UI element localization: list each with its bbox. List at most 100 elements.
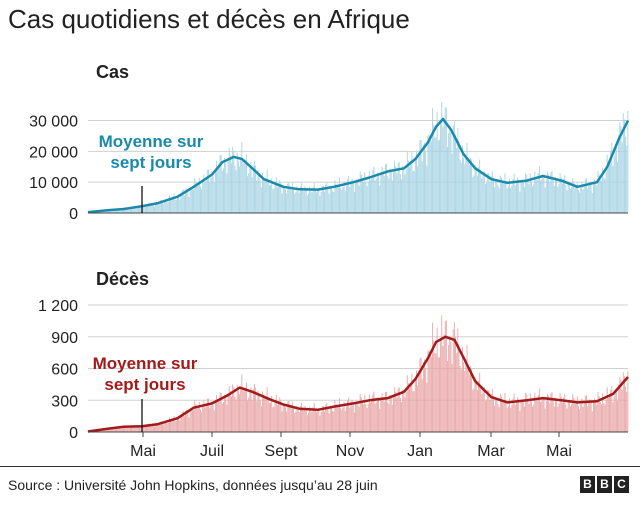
deaths-daily-bar	[434, 353, 436, 432]
deaths-daily-bar	[558, 403, 560, 432]
cases-daily-bar	[480, 170, 482, 213]
deaths-daily-bar	[148, 423, 150, 432]
cases-daily-bar	[257, 170, 259, 213]
deaths-daily-bar	[345, 406, 347, 432]
cases-daily-bar	[205, 179, 207, 213]
cases-daily-bar	[491, 171, 493, 213]
cases-daily-bar	[203, 174, 205, 213]
cases-daily-bar	[301, 183, 303, 213]
cases-daily-bar	[186, 188, 188, 213]
cases-daily-bar	[547, 172, 548, 213]
deaths-daily-bar	[202, 406, 204, 432]
deaths-daily-bar	[623, 376, 625, 432]
cases-daily-bar	[190, 187, 192, 213]
cases-daily-bar	[610, 150, 612, 213]
deaths-daily-bar	[257, 390, 259, 432]
cases-average-line	[87, 117, 630, 214]
deaths-daily-bar	[504, 393, 506, 432]
deaths-daily-bar	[125, 426, 127, 432]
deaths-daily-bar	[347, 400, 348, 432]
cases-daily-bar	[343, 180, 345, 213]
deaths-daily-bar	[592, 400, 594, 432]
cases-daily-bar	[510, 188, 512, 213]
deaths-daily-bar	[152, 424, 154, 432]
deaths-daily-bar	[337, 405, 339, 432]
cases-daily-bar	[206, 169, 208, 213]
cases-daily-bar	[417, 166, 419, 213]
cases-daily-bar	[387, 176, 389, 213]
deaths-daily-bar	[255, 387, 257, 432]
deaths-daily-bar	[414, 380, 416, 432]
cases-daily-bar	[196, 186, 198, 213]
deaths-daily-bar	[464, 370, 466, 432]
deaths-daily-bar	[362, 402, 363, 432]
deaths-daily-bar	[254, 384, 255, 432]
cases-daily-bar	[460, 162, 462, 213]
cases-daily-bar	[433, 124, 435, 213]
cases-daily-bar	[328, 193, 330, 213]
x-tick-label: Mai	[130, 443, 156, 460]
cases-daily-bar	[155, 204, 157, 213]
cases-daily-bar	[296, 186, 298, 213]
deaths-daily-bar	[304, 406, 306, 432]
deaths-daily-bar	[428, 349, 430, 432]
cases-daily-bar	[337, 185, 339, 213]
cases-daily-bar	[288, 182, 290, 213]
deaths-daily-bar	[430, 357, 432, 432]
deaths-daily-bar	[512, 398, 514, 432]
deaths-daily-bar	[370, 402, 371, 432]
cases-daily-bar	[366, 186, 368, 213]
deaths-daily-bar	[272, 407, 274, 432]
cases-daily-bar	[362, 180, 363, 213]
cases-daily-bar	[156, 202, 158, 213]
cases-daily-bar	[219, 155, 221, 213]
deaths-daily-bar	[433, 340, 435, 432]
deaths-daily-bar	[611, 385, 613, 432]
cases-daily-bar	[572, 178, 574, 213]
deaths-daily-bar	[250, 386, 252, 432]
deaths-daily-bar	[140, 426, 142, 432]
cases-daily-bar	[179, 199, 181, 213]
cases-daily-bar	[436, 112, 438, 213]
deaths-daily-bar	[418, 371, 420, 432]
cases-daily-bar	[583, 185, 585, 213]
cases-daily-bar	[326, 182, 328, 213]
cases-daily-bar	[165, 201, 167, 213]
deaths-daily-bar	[245, 382, 247, 432]
cases-daily-bar	[123, 208, 124, 213]
deaths-daily-bar	[459, 365, 461, 432]
deaths-daily-bar	[164, 421, 166, 432]
cases-daily-bar	[151, 203, 153, 213]
cases-daily-bar	[170, 198, 172, 213]
cases-daily-bar	[505, 183, 507, 213]
deaths-annotation-line-1: Moyenne sur	[92, 354, 198, 373]
deaths-daily-bar	[390, 397, 392, 432]
cases-daily-bar	[558, 183, 560, 213]
deaths-daily-bar	[575, 401, 577, 432]
cases-daily-bar	[502, 182, 504, 213]
cases-daily-bar	[150, 205, 152, 213]
cases-daily-bar	[482, 172, 484, 213]
deaths-daily-bar	[444, 320, 446, 432]
deaths-daily-bar	[543, 396, 545, 432]
deaths-daily-bar	[190, 408, 192, 432]
x-tick-label: Mai	[546, 443, 572, 460]
cases-daily-bar	[594, 179, 596, 213]
deaths-daily-bar	[329, 405, 331, 432]
cases-panel-title: Cas	[96, 62, 130, 82]
deaths-daily-bar	[383, 401, 385, 432]
deaths-daily-bar	[393, 397, 394, 432]
cases-daily-bar	[468, 165, 470, 213]
deaths-daily-bar	[216, 395, 218, 432]
cases-daily-bar	[425, 151, 427, 213]
deaths-daily-bar	[401, 402, 402, 432]
deaths-daily-bar	[478, 380, 479, 432]
cases-daily-bar	[112, 209, 114, 213]
deaths-daily-bar	[568, 400, 570, 432]
deaths-daily-bar	[573, 397, 575, 432]
deaths-daily-bar	[343, 401, 345, 432]
deaths-daily-bar	[334, 400, 336, 432]
source-note: Source : Université John Hopkins, donnée…	[8, 477, 378, 493]
cases-daily-bar	[587, 188, 589, 213]
cases-daily-bar	[394, 160, 396, 213]
